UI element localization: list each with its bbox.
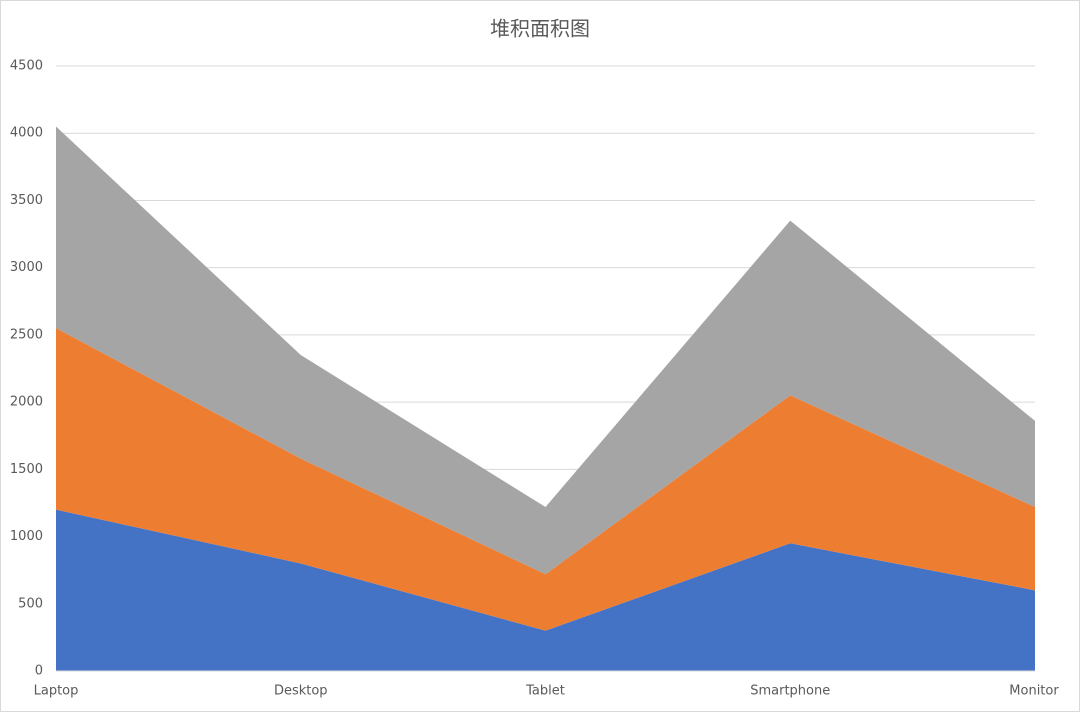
x-tick-label: Monitor: [1009, 684, 1059, 699]
y-tick-label: 3500: [10, 193, 43, 208]
y-tick-label: 4000: [10, 126, 43, 141]
chart-title: 堆积面积图: [490, 17, 590, 41]
y-tick-label: 2500: [10, 327, 43, 342]
x-tick-label: Tablet: [525, 684, 565, 699]
area: [56, 328, 1035, 631]
y-tick-label: 1000: [10, 529, 43, 544]
area: [56, 126, 1035, 575]
x-tick-label: Desktop: [274, 684, 328, 699]
y-tick-label: 1500: [10, 462, 43, 477]
x-tick-label: Laptop: [34, 684, 79, 699]
y-tick-label: 2000: [10, 395, 43, 410]
y-tick-label: 0: [35, 664, 43, 679]
area: [56, 509, 1035, 671]
y-tick-label: 3000: [10, 260, 43, 275]
x-tick-label: Smartphone: [750, 684, 830, 699]
y-tick-label: 500: [18, 596, 43, 611]
y-tick-label: 4500: [10, 59, 43, 74]
